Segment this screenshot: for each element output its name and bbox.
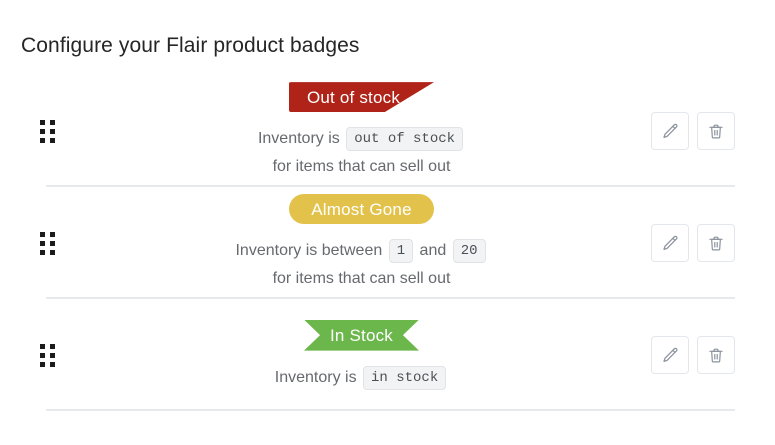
row-divider <box>46 409 735 412</box>
badge-label: Almost Gone <box>289 194 434 225</box>
badge-rule-description: Inventory is between 1 and 20 for items t… <box>235 238 487 292</box>
pencil-icon <box>661 122 680 141</box>
rule-text: for items that can sell out <box>272 270 451 288</box>
rule-text: and <box>415 242 451 260</box>
delete-badge-button[interactable] <box>697 336 735 375</box>
drag-handle-dot <box>50 361 55 367</box>
edit-badge-button[interactable] <box>651 224 689 263</box>
badge-rule-line: for items that can sell out <box>235 266 487 292</box>
badge-rule-line: for items that can sell out <box>258 154 465 180</box>
drag-handle-dot <box>40 137 45 143</box>
badge-label: In Stock <box>303 319 420 351</box>
drag-handle-icon[interactable] <box>40 119 62 143</box>
drag-handle-dot <box>50 128 55 134</box>
drag-handle-dot <box>50 231 55 237</box>
rule-text: Inventory is <box>274 368 362 386</box>
drag-handle-dot <box>40 361 45 367</box>
edit-badge-button[interactable] <box>651 112 689 151</box>
drag-handle-dot <box>50 240 55 246</box>
rule-value-chip: 20 <box>452 239 486 264</box>
row-divider <box>46 185 735 188</box>
row-actions <box>651 336 735 375</box>
drag-handle-dot <box>50 249 55 255</box>
drag-handle-dot <box>50 343 55 349</box>
drag-handle-icon[interactable] <box>40 343 62 367</box>
badge-list: Out of stock Inventory is out of stock for… <box>0 75 775 412</box>
drag-handle-dot <box>40 240 45 246</box>
drag-handle-dot <box>50 352 55 358</box>
drag-handle-dot <box>40 119 45 125</box>
rule-text: Inventory is <box>257 130 345 148</box>
badge-rule-line: Inventory is between 1 and 20 <box>235 238 487 264</box>
rule-value-chip: in stock <box>363 365 447 390</box>
drag-handle-dot <box>40 128 45 134</box>
rule-text: Inventory is between <box>235 242 387 260</box>
delete-badge-button[interactable] <box>697 112 735 151</box>
rule-value-chip: out of stock <box>346 127 464 152</box>
badge-row: In Stock Inventory is in stock <box>0 299 775 412</box>
drag-handle-dot <box>40 249 45 255</box>
row-actions <box>651 112 735 151</box>
drag-handle-dot <box>40 352 45 358</box>
badge-preview: Out of stock Inventory is out of stock for… <box>62 82 651 180</box>
badge-rule-line: Inventory is out of stock <box>258 126 465 152</box>
rule-text: for items that can sell out <box>272 158 451 176</box>
badge-preview: Almost Gone Inventory is between 1 and 20… <box>62 194 651 292</box>
badge-label: Out of stock <box>288 82 435 113</box>
badge-preview: In Stock Inventory is in stock <box>62 319 651 391</box>
delete-badge-button[interactable] <box>697 224 735 263</box>
rule-value-chip: 1 <box>388 239 414 264</box>
drag-handle-dot <box>50 119 55 125</box>
page-title: Configure your Flair product badges <box>21 34 360 58</box>
badge-row: Out of stock Inventory is out of stock for… <box>0 75 775 188</box>
trash-icon <box>707 234 725 253</box>
pencil-icon <box>661 234 680 253</box>
badge-row: Almost Gone Inventory is between 1 and 20… <box>0 187 775 300</box>
edit-badge-button[interactable] <box>651 336 689 375</box>
row-actions <box>651 224 735 263</box>
drag-handle-dot <box>40 343 45 349</box>
trash-icon <box>707 346 725 365</box>
trash-icon <box>707 122 725 141</box>
badge-rule-description: Inventory is in stock <box>275 365 448 391</box>
badge-rule-line: Inventory is in stock <box>275 365 448 391</box>
row-divider <box>46 297 735 300</box>
badge-rule-description: Inventory is out of stock for items that … <box>258 126 465 180</box>
drag-handle-icon[interactable] <box>40 231 62 255</box>
pencil-icon <box>661 346 680 365</box>
drag-handle-dot <box>50 137 55 143</box>
drag-handle-dot <box>40 231 45 237</box>
